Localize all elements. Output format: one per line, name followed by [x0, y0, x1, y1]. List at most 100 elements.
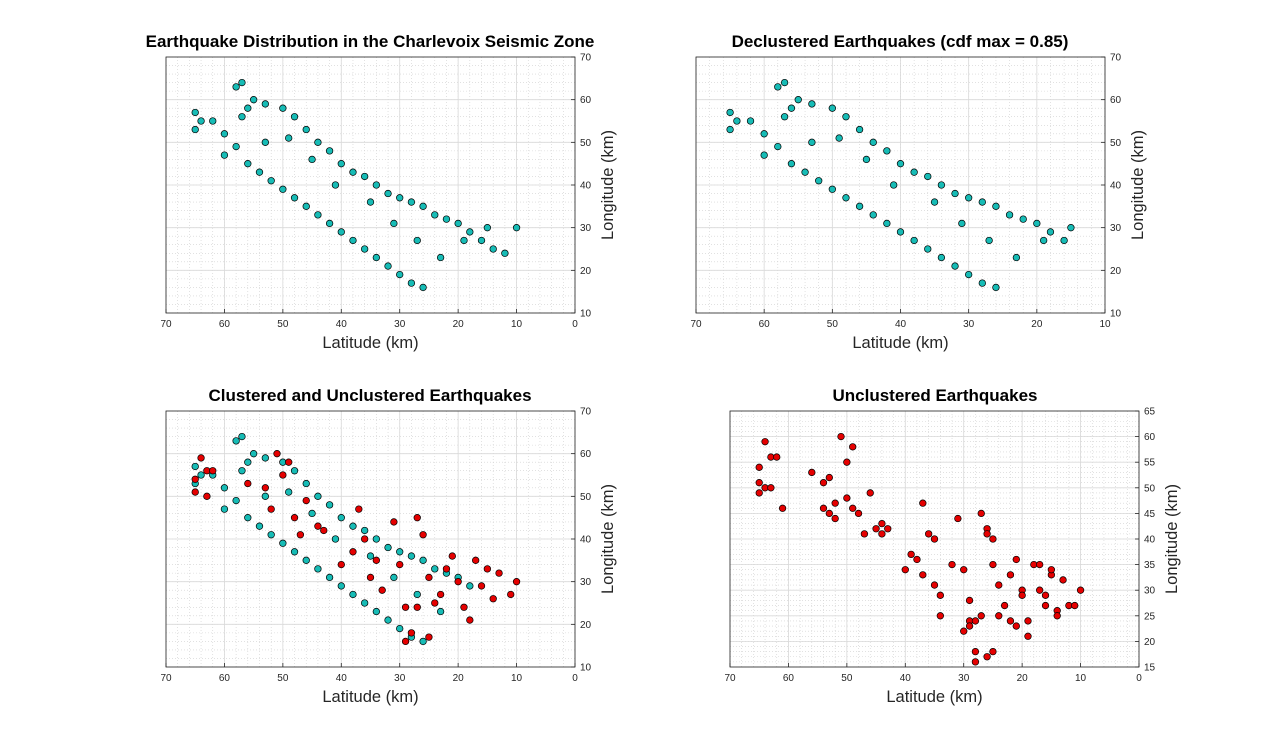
x-tick-label: 50	[841, 673, 853, 684]
data-point	[774, 83, 782, 91]
data-point	[855, 202, 864, 210]
data-point	[285, 458, 293, 466]
data-point	[477, 582, 486, 590]
data-point	[1076, 586, 1085, 594]
data-point	[325, 573, 334, 582]
data-point	[965, 194, 973, 202]
y-tick-label: 20	[1110, 266, 1122, 277]
data-point	[960, 627, 968, 635]
data-point	[1024, 617, 1032, 625]
data-point	[849, 443, 857, 451]
data-point	[755, 463, 763, 471]
data-point	[760, 151, 768, 159]
data-point	[1071, 601, 1079, 610]
data-point	[249, 450, 258, 458]
data-point	[396, 194, 404, 202]
data-point	[302, 556, 310, 564]
data-point	[761, 438, 769, 446]
data-point	[825, 509, 833, 518]
data-point	[1000, 601, 1009, 610]
data-point	[267, 531, 275, 539]
data-point	[436, 590, 445, 599]
x-axis-label: Latitude (km)	[322, 688, 418, 706]
y-tick-label: 35	[1144, 560, 1156, 571]
data-point	[290, 113, 299, 121]
x-tick-label: 50	[277, 319, 289, 330]
data-point	[472, 556, 480, 564]
data-point	[279, 539, 287, 547]
data-point	[978, 279, 986, 287]
y-tick-label: 20	[1144, 637, 1156, 648]
x-tick-label: 60	[783, 673, 795, 684]
data-point	[760, 130, 768, 138]
data-point	[1018, 591, 1026, 599]
data-point	[337, 228, 345, 236]
data-point	[901, 566, 909, 574]
data-point	[507, 590, 515, 599]
x-tick-label: 0	[572, 673, 578, 684]
data-point	[992, 202, 1000, 210]
data-point	[220, 505, 229, 513]
data-point	[767, 484, 775, 492]
data-point	[951, 189, 959, 198]
data-point	[983, 530, 991, 538]
data-point	[808, 100, 816, 108]
y-tick-label: 30	[580, 223, 592, 234]
y-tick-label: 10	[1110, 309, 1122, 320]
data-point	[396, 270, 404, 279]
data-point	[308, 509, 316, 518]
data-point	[361, 172, 369, 181]
data-point	[936, 612, 944, 620]
data-point	[794, 96, 802, 104]
x-tick-label: 40	[895, 319, 907, 330]
data-point	[1006, 617, 1015, 625]
x-tick-label: 40	[900, 673, 912, 684]
data-point	[191, 488, 199, 496]
data-point	[372, 607, 380, 616]
x-tick-label: 0	[1136, 673, 1142, 684]
data-point	[209, 117, 217, 125]
data-point	[355, 505, 363, 513]
x-tick-label: 10	[511, 673, 523, 684]
y-tick-label: 65	[1144, 407, 1156, 418]
data-point	[828, 185, 836, 193]
data-point	[1036, 560, 1044, 569]
data-point	[954, 514, 962, 523]
x-tick-label: 20	[1017, 673, 1029, 684]
data-point	[884, 525, 892, 533]
data-point	[197, 117, 205, 125]
data-point	[878, 530, 886, 538]
data-point	[436, 607, 445, 616]
data-point	[390, 219, 398, 228]
data-point	[413, 236, 421, 245]
data-point	[466, 582, 474, 590]
data-point	[860, 530, 869, 538]
data-point	[413, 590, 421, 599]
data-point	[983, 653, 991, 661]
x-tick-label: 0	[572, 319, 578, 330]
data-point	[1036, 586, 1044, 594]
data-point	[1019, 215, 1027, 223]
data-point	[349, 548, 357, 556]
chart-title: Earthquake Distribution in the Charlevoi…	[146, 32, 595, 51]
y-axis-label: Longitude (km)	[1163, 484, 1181, 594]
data-point	[290, 467, 299, 475]
x-axis-label: Latitude (km)	[886, 688, 982, 706]
data-point	[296, 531, 305, 539]
data-point	[361, 245, 369, 253]
data-point	[419, 283, 427, 292]
data-point	[191, 462, 199, 471]
y-tick-label: 40	[580, 181, 592, 192]
data-point	[325, 147, 334, 155]
data-point	[337, 514, 345, 522]
data-point	[384, 543, 392, 552]
data-point	[1067, 224, 1075, 232]
panel-4: 70 60 50 40 30 20 10 015 20 25 30 35 40 45 50 55 60 65 Unc…	[724, 386, 1181, 706]
data-point	[948, 560, 956, 569]
y-tick-label: 50	[580, 492, 592, 503]
data-point	[746, 117, 755, 125]
x-tick-label: 70	[160, 319, 172, 330]
data-point	[512, 224, 521, 232]
data-point	[232, 496, 240, 505]
